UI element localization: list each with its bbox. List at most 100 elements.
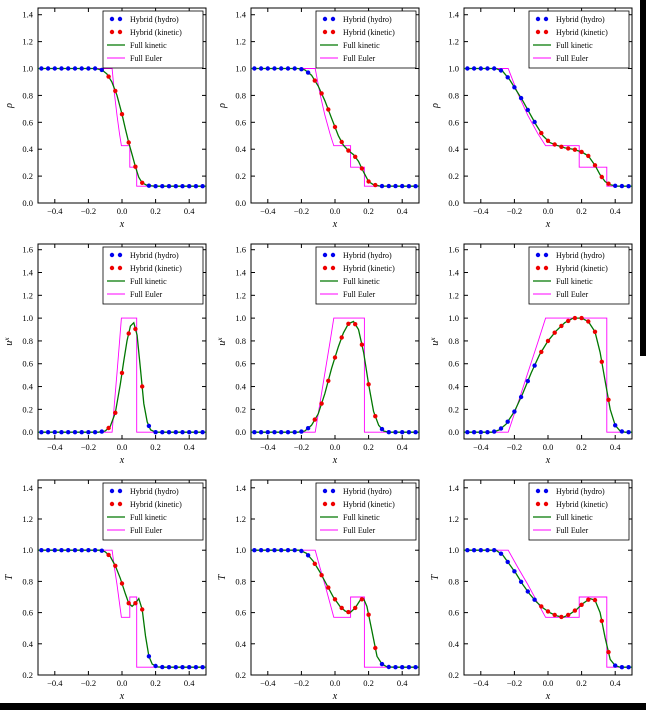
x-tick-label: −0.4 [47,206,63,216]
x-tick-label: 0.0 [543,206,554,216]
hybrid-markers [465,315,631,435]
hybrid-hydro-point [626,665,631,670]
y-tick-label: 1.0 [22,64,33,74]
x-tick-label: 0.4 [397,442,408,452]
legend-label: Full Euler [130,54,163,63]
hybrid-hydro-point [518,579,524,584]
hybrid-hydro-point [193,665,199,670]
axes: −0.4 −0.2 0.0 0.2 0.4 0.2 0.4 0.6 0.8 1.0 1.2 1.4 [448,479,633,688]
hybrid-kinetic-point [373,645,378,651]
y-tick-label: 1.4 [448,10,459,20]
x-axis-label: x [119,691,125,702]
hybrid-kinetic-point [606,649,611,655]
legend-label: Full kinetic [343,513,380,522]
hybrid-kinetic-point [312,561,317,566]
subplot-rho-t2: −0.4 −0.2 0.0 0.2 0.4 0.0 0.2 0.4 0.6 0.8 1.0 1.2 1.… [213,0,426,236]
subplot-rho-t3: −0.4 −0.2 0.0 0.2 0.4 0.0 0.2 0.4 0.6 0.8 1.0 1.2 1.… [426,0,639,236]
axes: −0.4 −0.2 0.0 0.2 0.4 0.0 0.2 0.4 0.6 0.8 1.0 1.2 1.… [22,7,207,216]
y-tick-label: 1.0 [448,545,459,555]
legend-marker [535,265,541,271]
y-tick-label: 0.0 [22,198,33,208]
hybrid-kinetic-point [579,149,584,155]
legend-marker [109,16,115,22]
full-euler-line [251,549,419,668]
y-tick-label: 1.2 [448,290,459,300]
hybrid-kinetic-point [319,401,324,406]
hybrid-kinetic-point [353,154,358,159]
legend: Hybrid (hydro) Hybrid (kinetic) Full kinet… [315,246,417,305]
y-tick-label: 0.8 [448,90,459,100]
hybrid-kinetic-point [579,602,584,607]
hybrid-kinetic-point [373,414,378,419]
hybrid-kinetic-point [552,142,557,147]
subplot-ux-t3: −0.4 −0.2 0.0 0.2 0.4 0.0 0.2 0.4 0.6 0.8 1.0 1.2 1.… [426,236,639,472]
x-tick-label: −0.4 [260,206,276,216]
y-tick-label: 1.4 [448,483,459,493]
y-tick-label: 0.8 [448,336,459,346]
hybrid-kinetic-point [106,552,111,558]
hybrid-hydro-point [485,430,490,435]
subplot-T-t3: −0.4 −0.2 0.0 0.2 0.4 0.2 0.4 0.6 0.8 1.0 1.2 1.4 x T… [426,472,639,708]
hybrid-kinetic-point [326,585,331,590]
hybrid-hydro-point [187,184,192,189]
legend-marker [543,501,549,507]
legend-marker [330,16,336,22]
y-tick-label: 1.0 [22,313,33,323]
axes: −0.4 −0.2 0.0 0.2 0.4 0.2 0.4 0.6 0.8 1.0 1.2 1.4 [22,479,207,688]
hybrid-kinetic-point [539,130,544,136]
hybrid-hydro-point [252,66,257,71]
x-axis-label: x [332,691,338,702]
hybrid-hydro-point [532,363,537,368]
hybrid-kinetic-point [126,140,131,145]
hybrid-hydro-point [272,66,277,71]
hybrid-hydro-point [39,430,44,435]
hybrid-hydro-point [59,66,64,71]
hybrid-hydro-point [413,665,418,670]
x-tick-label: −0.2 [294,678,309,688]
legend-marker [543,16,549,22]
hybrid-markers [465,66,631,189]
x-axis-label: x [332,455,338,466]
legend-label: Hybrid (kinetic) [130,264,182,273]
hybrid-hydro-point [72,66,78,71]
hybrid-kinetic-point [592,329,598,334]
hybrid-kinetic-point [539,604,544,609]
y-tick-label: 0.2 [448,670,459,680]
hybrid-kinetic-point [126,601,131,606]
hybrid-kinetic-point [579,315,584,321]
legend-label: Full kinetic [130,513,167,522]
hybrid-hydro-point [393,430,398,435]
hybrid-hydro-point [166,184,172,189]
hybrid-hydro-point [498,68,504,73]
x-tick-label: −0.4 [473,206,489,216]
hybrid-kinetic-point [346,609,351,615]
hybrid-kinetic-point [119,581,125,586]
hybrid-hydro-point [279,66,284,71]
hybrid-hydro-point [146,183,152,188]
y-tick-label: 0.0 [235,198,246,208]
hybrid-hydro-point [518,95,524,101]
legend-label: Full Euler [556,54,589,63]
hybrid-hydro-point [613,183,618,188]
y-tick-label: 1.2 [22,37,33,47]
y-axis-label: ρ [217,103,228,109]
hybrid-kinetic-point [599,359,604,364]
hybrid-hydro-point [406,184,412,189]
hybrid-kinetic-point [545,138,551,143]
hybrid-hydro-point [413,430,418,435]
legend-label: Hybrid (kinetic) [556,264,608,273]
x-axis-label: x [545,691,551,702]
legend-label: Hybrid (hydro) [556,251,605,260]
legend-marker [543,252,549,258]
full-euler-line [464,68,632,187]
y-tick-label: 0.6 [22,117,33,127]
legend-marker [117,16,123,22]
x-tick-label: −0.2 [81,206,96,216]
hybrid-hydro-point [279,430,284,435]
x-tick-label: −0.2 [507,678,522,688]
legend-label: Full Euler [343,290,376,299]
legend-label: Hybrid (hydro) [130,15,179,24]
legend-marker [535,488,541,494]
y-tick-label: 1.4 [22,10,33,20]
hybrid-hydro-point [478,430,483,435]
